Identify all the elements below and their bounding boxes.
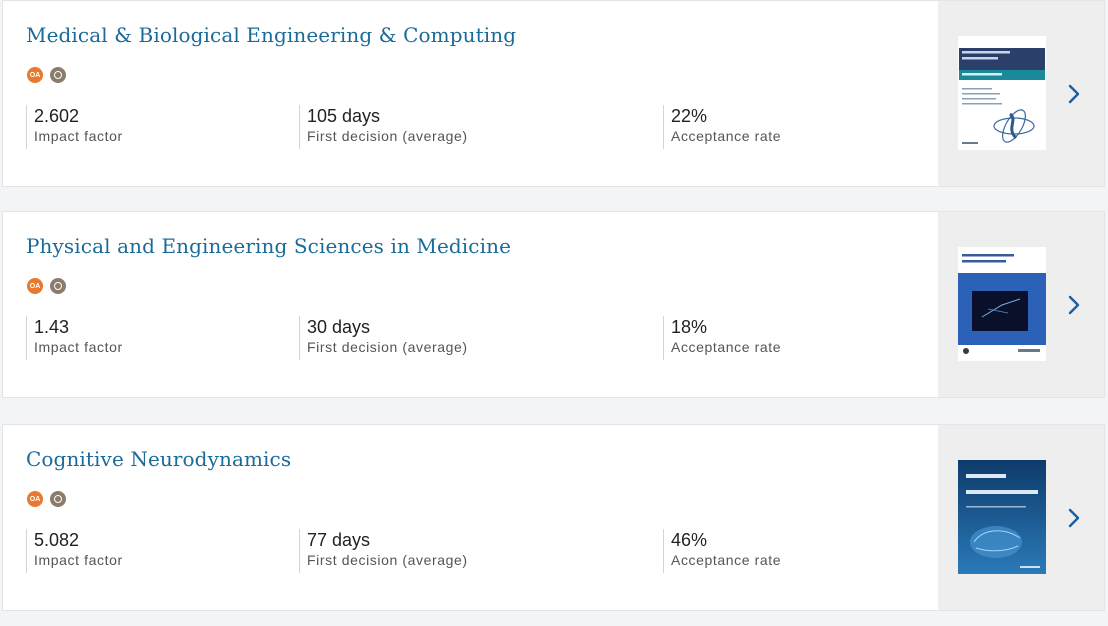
acceptance-rate-label: Acceptance rate (671, 552, 782, 568)
impact-factor-label: Impact factor (34, 339, 123, 355)
journal-cover-image[interactable] (958, 36, 1046, 150)
journal-title[interactable]: Medical & Biological Engineering & Compu… (26, 23, 517, 47)
first-decision-label: First decision (average) (307, 128, 468, 144)
journal-card[interactable]: Medical & Biological Engineering & Compu… (2, 0, 1105, 187)
chevron-right-icon[interactable] (1063, 507, 1085, 529)
first-decision-value: 30 days (307, 317, 371, 337)
journal-card-body: Cognitive Neurodynamics OA 5.082 Impact … (3, 425, 938, 610)
journal-card-body: Medical & Biological Engineering & Compu… (3, 1, 938, 186)
peer-review-icon (50, 67, 66, 83)
chevron-right-icon[interactable] (1063, 83, 1085, 105)
acceptance-rate-metric: 46% Acceptance rate (663, 529, 781, 573)
first-decision-metric: 30 days First decision (average) (299, 316, 468, 360)
acceptance-rate-value: 18% (671, 317, 708, 337)
impact-factor-metric: 2.602 Impact factor (26, 105, 123, 149)
journal-card[interactable]: Cognitive Neurodynamics OA 5.082 Impact … (2, 424, 1105, 611)
acceptance-rate-value: 46% (671, 530, 708, 550)
journal-badges: OA (27, 491, 66, 507)
journal-badges: OA (27, 278, 66, 294)
journal-card[interactable]: Physical and Engineering Sciences in Med… (2, 211, 1105, 398)
first-decision-metric: 105 days First decision (average) (299, 105, 468, 149)
impact-factor-value: 2.602 (34, 106, 80, 126)
acceptance-rate-metric: 22% Acceptance rate (663, 105, 781, 149)
acceptance-rate-label: Acceptance rate (671, 128, 782, 144)
journal-card-side[interactable] (938, 1, 1104, 186)
impact-factor-metric: 1.43 Impact factor (26, 316, 123, 360)
acceptance-rate-value: 22% (671, 106, 708, 126)
open-access-icon: OA (27, 491, 43, 507)
impact-factor-label: Impact factor (34, 552, 123, 568)
open-access-icon: OA (27, 67, 43, 83)
chevron-right-icon[interactable] (1063, 294, 1085, 316)
first-decision-value: 77 days (307, 530, 371, 550)
first-decision-value: 105 days (307, 106, 381, 126)
peer-review-icon (50, 491, 66, 507)
impact-factor-value: 1.43 (34, 317, 70, 337)
impact-factor-label: Impact factor (34, 128, 123, 144)
journal-card-side[interactable] (938, 425, 1104, 610)
acceptance-rate-label: Acceptance rate (671, 339, 782, 355)
peer-review-icon (50, 278, 66, 294)
journal-title[interactable]: Cognitive Neurodynamics (26, 447, 292, 471)
journal-title[interactable]: Physical and Engineering Sciences in Med… (26, 234, 512, 258)
impact-factor-value: 5.082 (34, 530, 80, 550)
first-decision-label: First decision (average) (307, 339, 468, 355)
impact-factor-metric: 5.082 Impact factor (26, 529, 123, 573)
first-decision-label: First decision (average) (307, 552, 468, 568)
journal-cover-image[interactable] (958, 247, 1046, 361)
journal-card-body: Physical and Engineering Sciences in Med… (3, 212, 938, 397)
journal-card-side[interactable] (938, 212, 1104, 397)
open-access-icon: OA (27, 278, 43, 294)
journal-badges: OA (27, 67, 66, 83)
journal-cover-image[interactable] (958, 460, 1046, 574)
first-decision-metric: 77 days First decision (average) (299, 529, 468, 573)
acceptance-rate-metric: 18% Acceptance rate (663, 316, 781, 360)
